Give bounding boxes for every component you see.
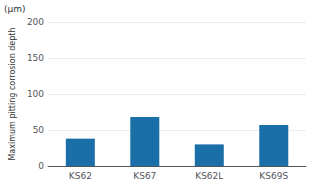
svg-text:KS62: KS62 — [69, 171, 92, 181]
svg-text:KS69S: KS69S — [259, 171, 288, 181]
svg-text:(μm): (μm) — [4, 4, 26, 14]
svg-text:100: 100 — [27, 89, 44, 99]
svg-text:200: 200 — [27, 17, 44, 27]
svg-text:KS67: KS67 — [133, 171, 156, 181]
svg-text:50: 50 — [33, 125, 45, 135]
svg-text:Maximum pitting corrosion dept: Maximum pitting corrosion depth — [8, 27, 17, 160]
svg-text:KS62L: KS62L — [195, 171, 223, 181]
svg-text:0: 0 — [38, 161, 44, 171]
svg-text:150: 150 — [27, 53, 44, 63]
